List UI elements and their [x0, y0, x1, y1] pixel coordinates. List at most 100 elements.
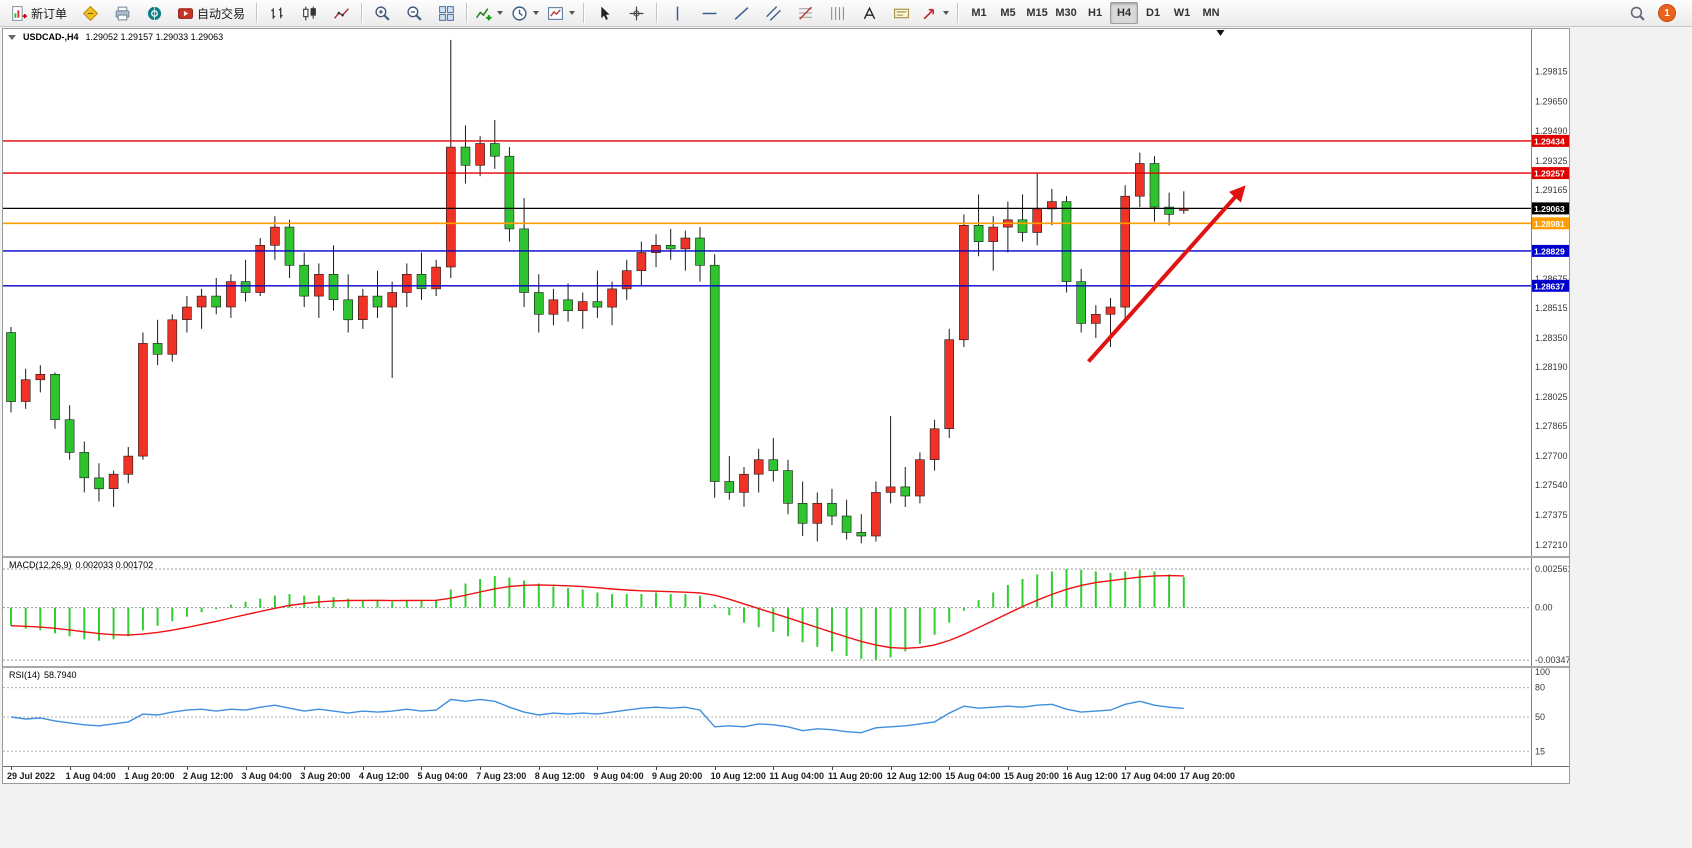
timeframe-m1[interactable]: M1: [971, 7, 987, 19]
vertical-line-button[interactable]: [661, 1, 693, 25]
time-axis-tick: [1066, 767, 1068, 770]
time-axis-label: 1 Aug 20:00: [124, 771, 175, 781]
crosshair-icon: [629, 6, 643, 20]
candle-body: [621, 270, 632, 290]
community-icon: [147, 6, 161, 20]
fibonacci-button[interactable]: [789, 1, 821, 25]
time-axis-label: 5 Aug 04:00: [417, 771, 468, 781]
rsi-line: [10, 698, 1184, 734]
text-tool-button[interactable]: [853, 1, 885, 25]
candle-body: [607, 288, 617, 308]
bar-chart-icon: [270, 7, 283, 19]
autotrading-label: 自动交易: [197, 6, 246, 21]
candle-body: [563, 299, 573, 311]
time-axis-label: 11 Aug 04:00: [769, 771, 825, 781]
candle-body: [533, 292, 544, 315]
candle-body: [1032, 208, 1042, 233]
cursor-button[interactable]: [588, 1, 620, 25]
macd-name: MACD(12,26,9): [9, 560, 72, 570]
fibonacci-icon: [798, 6, 812, 20]
time-axis-tick: [69, 767, 71, 770]
candle-body: [665, 245, 676, 250]
horizontal-line-button[interactable]: [693, 1, 725, 25]
periods-icon: [512, 5, 527, 21]
autotrading-button[interactable]: 自动交易: [170, 1, 252, 25]
trend-arrow-annotation[interactable]: [1087, 185, 1246, 363]
timeframe-d1[interactable]: D1: [1146, 7, 1161, 19]
rsi-axis-label: 15: [1535, 746, 1545, 756]
periods-button[interactable]: [507, 1, 543, 25]
time-axis-tick: [480, 767, 482, 770]
line-chart-button[interactable]: [325, 1, 357, 25]
trendline-button[interactable]: [725, 1, 757, 25]
community-button[interactable]: [138, 1, 170, 25]
timeframe-h1[interactable]: H1: [1088, 7, 1103, 19]
crosshair-button[interactable]: [620, 1, 652, 25]
candle-body: [123, 455, 134, 475]
price-badge-label: 1.29257: [1534, 169, 1565, 179]
one-click-trading-toggle-icon[interactable]: [8, 34, 16, 40]
rsi-axis-label: 80: [1535, 683, 1545, 693]
new-order-button[interactable]: 新订单: [4, 1, 74, 25]
pane-separator[interactable]: [3, 556, 1569, 559]
candle-body: [64, 419, 75, 453]
time-axis-label: 3 Aug 04:00: [241, 771, 292, 781]
price-badge-label: 1.28829: [1534, 246, 1565, 256]
cycle-lines-button[interactable]: [821, 1, 853, 25]
time-axis-label: 9 Aug 04:00: [593, 771, 644, 781]
rsi-axis-label: 50: [1535, 712, 1545, 722]
text-icon: [863, 6, 875, 19]
price-badge: [1532, 202, 1569, 215]
time-axis-tick: [11, 767, 12, 770]
print-button[interactable]: [106, 1, 138, 25]
candle-body: [270, 226, 280, 246]
pane-separator[interactable]: [3, 666, 1569, 669]
timeframe-m30[interactable]: M30: [1055, 7, 1077, 19]
metaeditor-button[interactable]: [74, 1, 106, 25]
time-axis-tick: [714, 767, 716, 770]
cycle-lines-icon: [830, 6, 844, 20]
timeframe-mn[interactable]: MN: [1202, 7, 1220, 19]
bar-chart-button[interactable]: [261, 1, 293, 25]
time-axis[interactable]: 29 Jul 2022 1 Aug 04:00 1 Aug 20:00 2 Aug 1…: [3, 766, 1569, 783]
tile-windows-button[interactable]: [430, 1, 462, 25]
timeframe-m5[interactable]: M5: [1000, 7, 1016, 19]
tile-windows-icon: [438, 5, 454, 21]
candle-body: [1017, 219, 1028, 233]
candle-body: [401, 274, 412, 293]
arrows-button[interactable]: [917, 1, 953, 25]
candle-body: [783, 470, 793, 504]
time-axis-label: 16 Aug 12:00: [1062, 771, 1118, 781]
indicators-button[interactable]: [471, 1, 507, 25]
candle-body: [284, 226, 295, 266]
text-label-button[interactable]: [885, 1, 917, 25]
rsi-indicator-pane[interactable]: 100 80 50 15: [3, 668, 1569, 766]
candle-body: [240, 281, 251, 293]
timeframe-h4[interactable]: H4: [1110, 2, 1139, 24]
candle-body: [841, 515, 852, 533]
timeframe-w1[interactable]: W1: [1173, 7, 1191, 19]
chart-ohlc-values: 1.29052 1.29157 1.29033 1.29063: [85, 32, 224, 42]
time-axis-label: 15 Aug 04:00: [945, 771, 1001, 781]
toolbar-separator: [466, 3, 468, 23]
equidistant-channel-button[interactable]: [757, 1, 789, 25]
candle-body: [357, 295, 368, 321]
macd-indicator-pane[interactable]: 0.002561 0.00 -0.003477: [3, 558, 1569, 666]
price-axis-label: 1.29490: [1535, 126, 1568, 136]
candle-body: [416, 274, 427, 290]
time-axis-label: 17 Aug 20:00: [1179, 771, 1235, 781]
candlestick-chart[interactable]: 1.29815 1.29650 1.29490 1.29325 1.29165 1.286…: [3, 29, 1569, 556]
zoom-in-button[interactable]: [366, 1, 398, 25]
notification-badge[interactable]: 1: [1658, 4, 1676, 22]
timeframe-m15[interactable]: M15: [1026, 7, 1048, 19]
candlestick-chart-button[interactable]: [293, 1, 325, 25]
price-badge-label: 1.29063: [1534, 204, 1565, 214]
rsi-value: 58.7940: [44, 670, 77, 680]
macd-signal-line: [10, 574, 1184, 650]
zoom-out-button[interactable]: [398, 1, 430, 25]
candle-body: [182, 306, 192, 320]
templates-button[interactable]: [543, 1, 579, 25]
candle-body: [211, 295, 221, 308]
search-icon[interactable]: [1629, 5, 1646, 22]
